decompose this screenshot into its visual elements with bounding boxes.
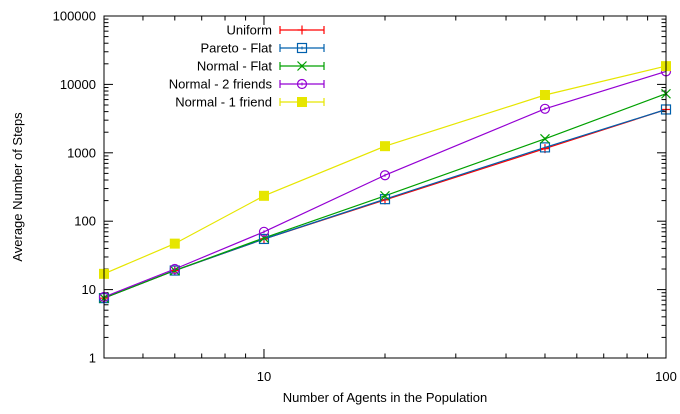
series-line-4	[103, 65, 667, 275]
y-tick-label: 10	[82, 282, 96, 297]
marker-shape	[539, 142, 551, 153]
marker-shape	[379, 170, 391, 181]
y-axis-title: Average Number of Steps	[10, 112, 25, 262]
data-point	[380, 190, 390, 201]
x-tick-label: 100	[655, 369, 677, 384]
data-point	[539, 103, 551, 114]
y-tick-label: 100	[74, 214, 96, 229]
y-tick-label: 1	[89, 351, 96, 366]
data-point	[379, 170, 391, 181]
marker-shape	[169, 263, 180, 275]
legend-item: Pareto - Flat	[200, 41, 325, 56]
legend-item: Normal - 2 friends	[169, 77, 325, 92]
legend-label: Uniform	[226, 23, 272, 38]
marker-shape	[296, 42, 308, 54]
legend-marker	[297, 25, 307, 35]
y-tick-label: 1000	[67, 145, 96, 160]
marker-shape	[296, 78, 308, 90]
data-point	[539, 89, 550, 100]
data-point	[380, 141, 390, 152]
legend-label: Pareto - Flat	[200, 41, 272, 56]
marker-shape	[258, 233, 270, 245]
x-tick-label: 10	[257, 369, 271, 384]
legend-item: Normal - 1 friend	[175, 95, 325, 110]
y-tick-label: 100000	[53, 9, 96, 24]
y-tick-label: 10000	[60, 77, 96, 92]
data-point	[258, 226, 270, 237]
legend-item: Normal - Flat	[197, 59, 325, 74]
series-lines	[103, 65, 667, 299]
legend-marker	[297, 61, 307, 71]
legend-label: Normal - Flat	[197, 59, 273, 74]
tick-labels: 1 10 100 1000 10000 100000 10 100	[53, 9, 677, 385]
legend-label: Normal - 1 friend	[175, 95, 272, 110]
marker-shape	[258, 226, 270, 237]
legend-label: Normal - 2 friends	[169, 77, 273, 92]
plot-frame	[103, 15, 667, 359]
series-line-2	[103, 93, 667, 299]
data-point	[169, 238, 180, 249]
legend-marker	[296, 78, 308, 90]
data-point	[258, 190, 269, 201]
data-point	[169, 263, 180, 275]
x-axis-title: Number of Agents in the Population	[283, 390, 488, 405]
axis-ticks	[103, 15, 667, 359]
legend-marker	[297, 97, 307, 107]
legend-marker	[296, 42, 308, 54]
data-point	[539, 142, 551, 153]
series-line-3	[103, 70, 667, 298]
legend: Uniform Pareto - Flat Normal - Flat Normal …	[169, 23, 325, 110]
data-point	[540, 133, 550, 144]
legend-item: Uniform	[226, 23, 325, 38]
marker-shape	[539, 103, 551, 114]
